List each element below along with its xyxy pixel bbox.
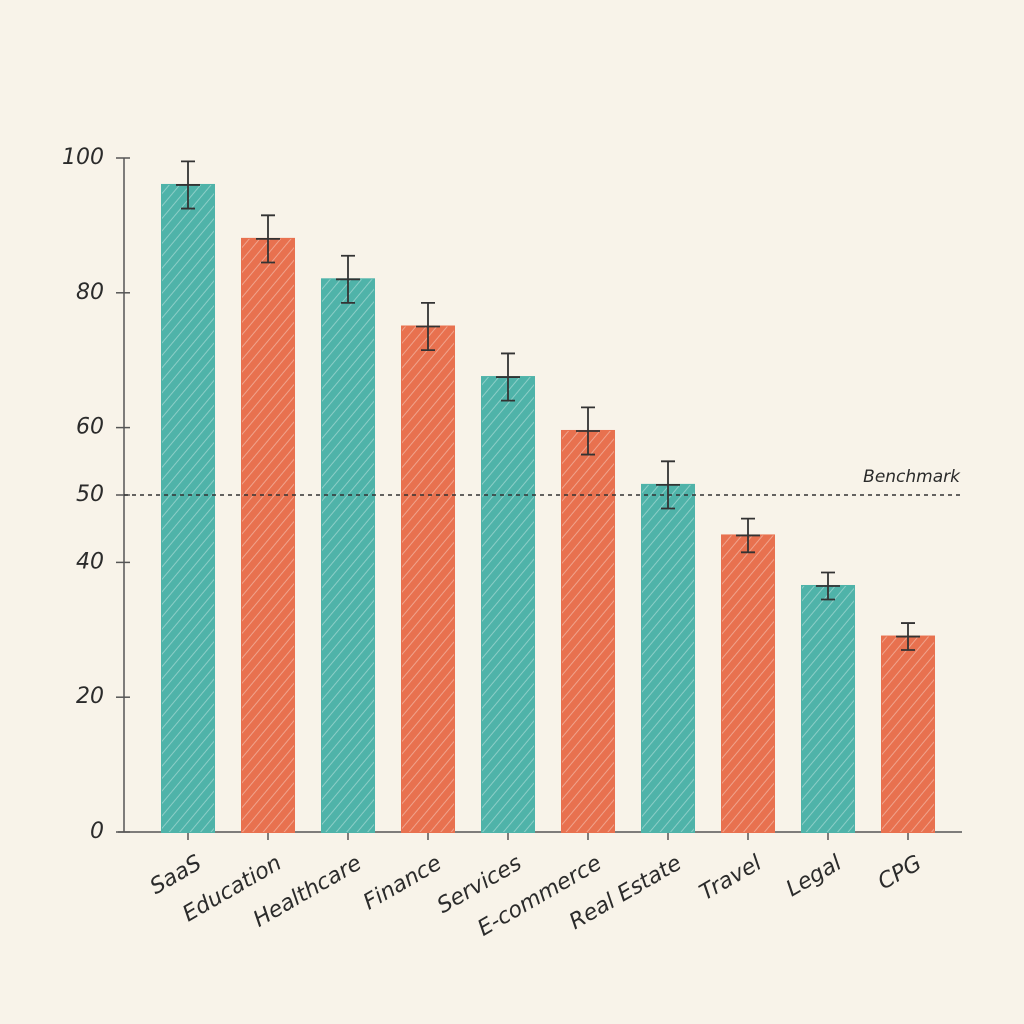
y-tick-label: 50 <box>76 482 104 507</box>
y-tick-label: 20 <box>76 684 104 709</box>
bar-hatch <box>562 430 614 832</box>
bar-hatch <box>402 326 454 832</box>
error-bar <box>256 214 280 264</box>
bar-hatch <box>722 535 774 832</box>
error-bar <box>496 352 520 402</box>
bar-hatch <box>242 238 294 832</box>
error-bar <box>896 622 920 651</box>
bar-hatch <box>882 636 934 832</box>
bar-hatch <box>162 184 214 832</box>
y-tick-label: 0 <box>90 819 104 844</box>
bar-hatch <box>642 484 694 832</box>
y-tick-label: 100 <box>62 145 104 170</box>
bar-hatch <box>802 585 854 832</box>
error-bar <box>336 254 360 304</box>
bar-hatch <box>322 279 374 832</box>
y-tick-label: 60 <box>76 415 104 440</box>
y-tick-label: 80 <box>76 280 104 305</box>
benchmark-label: Benchmark <box>863 467 961 487</box>
error-bar <box>576 406 600 456</box>
error-bar <box>656 460 680 510</box>
error-bar <box>816 571 840 601</box>
bar-hatch <box>482 377 534 832</box>
y-tick-label: 40 <box>76 549 104 574</box>
error-bar <box>416 302 440 351</box>
error-bar <box>736 517 760 554</box>
error-bar <box>176 160 200 210</box>
